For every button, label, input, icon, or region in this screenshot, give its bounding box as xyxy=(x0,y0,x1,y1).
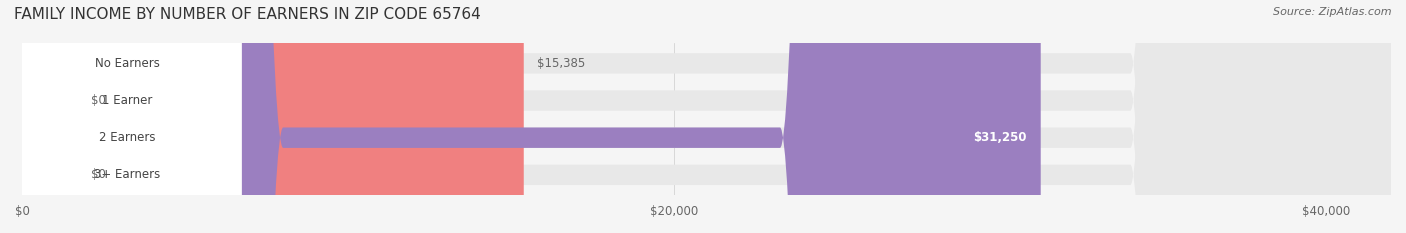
Text: $0: $0 xyxy=(91,94,105,107)
FancyBboxPatch shape xyxy=(22,0,1040,233)
FancyBboxPatch shape xyxy=(11,0,242,233)
Text: 3+ Earners: 3+ Earners xyxy=(94,168,160,181)
FancyBboxPatch shape xyxy=(22,0,1391,233)
Text: No Earners: No Earners xyxy=(96,57,160,70)
FancyBboxPatch shape xyxy=(22,0,1391,233)
Text: $31,250: $31,250 xyxy=(973,131,1026,144)
FancyBboxPatch shape xyxy=(0,0,120,233)
Text: 2 Earners: 2 Earners xyxy=(100,131,156,144)
FancyBboxPatch shape xyxy=(22,0,1391,233)
FancyBboxPatch shape xyxy=(22,0,524,233)
Text: $0: $0 xyxy=(91,168,105,181)
Text: FAMILY INCOME BY NUMBER OF EARNERS IN ZIP CODE 65764: FAMILY INCOME BY NUMBER OF EARNERS IN ZI… xyxy=(14,7,481,22)
Text: Source: ZipAtlas.com: Source: ZipAtlas.com xyxy=(1274,7,1392,17)
FancyBboxPatch shape xyxy=(11,0,242,233)
Text: 1 Earner: 1 Earner xyxy=(103,94,153,107)
Text: $15,385: $15,385 xyxy=(537,57,586,70)
FancyBboxPatch shape xyxy=(0,0,120,233)
FancyBboxPatch shape xyxy=(11,0,242,233)
FancyBboxPatch shape xyxy=(11,0,242,233)
FancyBboxPatch shape xyxy=(22,0,1391,233)
